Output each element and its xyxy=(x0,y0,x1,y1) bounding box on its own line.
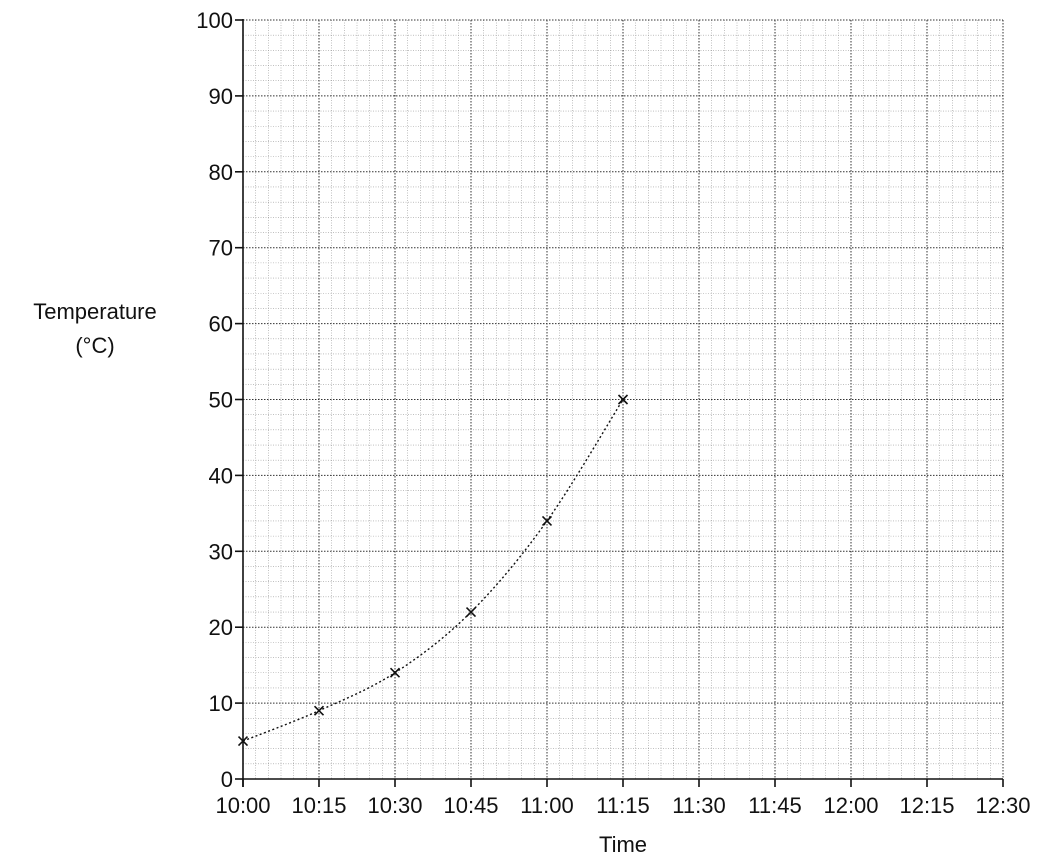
data-point-marker xyxy=(237,735,249,747)
grid-major-lines xyxy=(243,19,1004,779)
data-point-marker xyxy=(541,515,553,527)
y-tick-label: 40 xyxy=(209,463,233,488)
x-tick-label: 11:15 xyxy=(596,793,649,818)
data-point-marker xyxy=(617,394,629,405)
y-tick-label: 10 xyxy=(209,691,233,716)
data-point-marker xyxy=(389,667,401,678)
x-axis-title: Time xyxy=(599,832,647,857)
y-tick-label: 80 xyxy=(209,160,233,185)
x-tick-label: 10:45 xyxy=(443,793,498,818)
y-tick-labels: 0 10 20 30 40 50 60 70 80 90 100 xyxy=(196,8,233,792)
y-tick-label: 90 xyxy=(209,84,233,109)
data-point-marker xyxy=(313,705,325,716)
x-tick-label: 10:15 xyxy=(291,793,346,818)
x-tick-label: 10:30 xyxy=(367,793,422,818)
y-tick-label: 30 xyxy=(209,539,233,564)
y-tick-label: 20 xyxy=(209,615,233,640)
x-tick-label: 12:15 xyxy=(899,793,954,818)
x-tick-label: 11:45 xyxy=(748,793,801,818)
x-tick-label: 11:00 xyxy=(520,793,573,818)
y-axis-title-line-1: Temperature xyxy=(33,299,157,324)
y-tick-label: 50 xyxy=(209,388,233,413)
y-tick-label: 0 xyxy=(221,767,233,792)
data-point-marker xyxy=(465,606,477,618)
axes xyxy=(235,19,1004,787)
series-temperature xyxy=(237,394,629,747)
x-tick-label: 11:30 xyxy=(672,793,725,818)
x-tick-labels: 10:00 10:15 10:30 10:45 11:00 11:15 11:30 11:45… xyxy=(215,793,1030,818)
y-tick-label: 100 xyxy=(196,8,233,33)
x-tick-label: 12:00 xyxy=(823,793,878,818)
series-line xyxy=(242,399,624,742)
x-tick-label: 12:30 xyxy=(975,793,1030,818)
x-tick-label: 10:00 xyxy=(215,793,270,818)
y-tick-label: 60 xyxy=(209,312,233,337)
y-tick-label: 70 xyxy=(209,236,233,261)
y-axis-title-line-2: (°C) xyxy=(75,333,114,358)
